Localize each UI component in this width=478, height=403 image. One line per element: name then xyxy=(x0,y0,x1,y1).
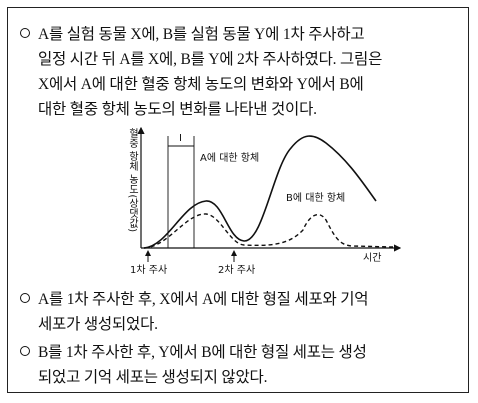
curve-b xyxy=(143,213,394,249)
y-axis-label: 혈중 항체 농도(상댓값) xyxy=(127,127,139,232)
bullet xyxy=(20,293,30,303)
text-line: 되었고 기억 세포는 생성되지 않았다. xyxy=(38,369,268,386)
bullet xyxy=(20,346,30,356)
text-line: 세포가 생성되었다. xyxy=(38,316,158,333)
figure: 혈중 항체 농도(상댓값) 시간 Ⅰ A에 대한 항체 B에 대한 항체 1차 … xyxy=(127,127,402,276)
curve-a xyxy=(143,135,377,249)
curve-a-label: A에 대한 항체 xyxy=(200,152,259,164)
text-line: 일정 시간 뒤 A를 X에, B를 Y에 2차 주사하였다. 그림은 xyxy=(38,51,383,68)
interval-label: Ⅰ xyxy=(179,133,182,144)
bullet xyxy=(20,28,30,38)
x-axis-label: 시간 xyxy=(363,252,381,264)
text-line: A를 1차 주사한 후, X에서 A에 대한 형질 세포와 기억 xyxy=(38,291,369,308)
curve-b-label: B에 대한 항체 xyxy=(286,192,345,204)
text-line: A를 실험 동물 X에, B를 실험 동물 Y에 1차 주사하고 xyxy=(38,26,365,43)
text-line: 대한 혈중 항체 농도의 변화를 나타낸 것이다. xyxy=(38,101,317,118)
text-line: B를 1차 주사한 후, Y에서 B에 대한 형질 세포는 생성 xyxy=(38,344,367,361)
second-injection-label: 2차 주사 xyxy=(218,264,255,276)
first-injection-label: 1차 주사 xyxy=(130,264,167,276)
text-line: X에서 A에 대한 혈중 항체 농도의 변화와 Y에서 B에 xyxy=(38,76,364,93)
problem-box: A를 실험 동물 X에, B를 실험 동물 Y에 1차 주사하고 일정 시간 뒤… xyxy=(7,7,469,393)
